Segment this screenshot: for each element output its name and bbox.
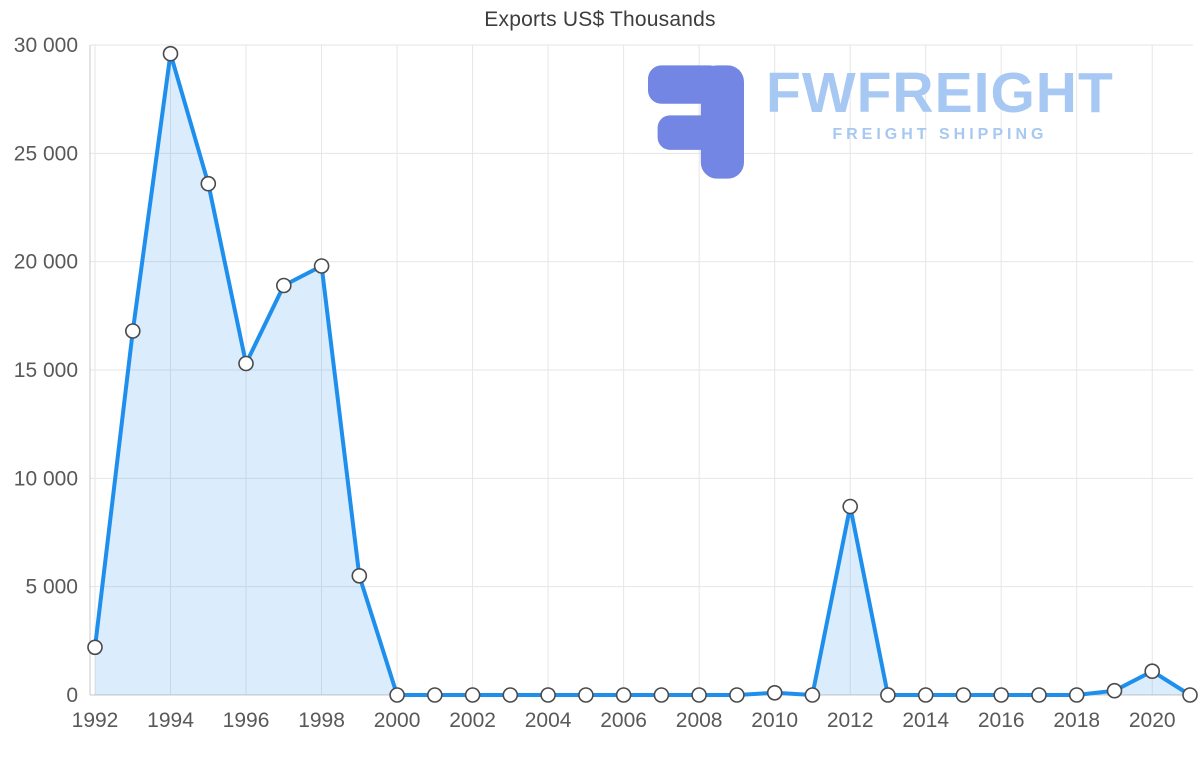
data-point-marker[interactable] [1144,663,1160,680]
data-point-marker[interactable] [804,687,821,703]
data-point-marker[interactable] [389,687,405,703]
data-point-marker[interactable] [653,687,670,703]
data-point-marker[interactable] [691,687,707,703]
y-axis-tick-label: 20 000 [14,251,78,274]
x-axis-tick-label: 2000 [374,709,421,732]
y-axis-tick-label: 25 000 [14,142,78,165]
data-point-marker[interactable] [842,498,859,515]
data-point-marker[interactable] [313,258,330,274]
chart-title: Exports US$ Thousands [484,8,716,31]
data-point-marker[interactable] [162,45,179,62]
data-point-marker[interactable] [955,687,972,703]
data-point-marker[interactable] [993,687,1010,703]
x-axis-tick-label: 2002 [449,709,496,732]
data-point-marker[interactable] [275,277,292,294]
x-axis-tick-label: 2010 [751,709,798,732]
data-point-marker[interactable] [87,639,103,656]
y-axis-tick-label: 5 000 [25,576,78,599]
data-point-marker[interactable] [238,355,254,372]
y-axis-tick-label: 30 000 [14,34,78,57]
x-axis-tick-label: 2018 [1053,709,1100,732]
data-point-marker[interactable] [766,684,783,701]
data-point-marker[interactable] [917,687,934,703]
data-point-marker[interactable] [880,687,896,703]
x-axis-tick-label: 2014 [902,709,949,732]
data-point-marker[interactable] [540,687,556,703]
x-axis-tick-label: 1994 [147,709,194,732]
y-axis-tick-label: 15 000 [14,359,78,382]
data-point-marker[interactable] [1182,687,1198,703]
data-point-marker[interactable] [200,175,217,192]
data-point-marker[interactable] [1106,682,1123,699]
data-point-marker[interactable] [578,687,594,703]
series-area-fill [95,53,1190,695]
data-point-marker[interactable] [1068,687,1085,703]
y-axis-tick-label: 10 000 [14,467,78,490]
x-axis-tick-label: 2012 [827,709,874,732]
data-point-marker[interactable] [351,567,368,584]
data-point-marker[interactable] [1031,687,1047,703]
x-axis-tick-label: 2016 [978,709,1025,732]
x-axis-tick-label: 2006 [600,709,647,732]
data-point-marker[interactable] [125,323,141,339]
data-point-marker[interactable] [615,687,632,703]
data-point-marker[interactable] [464,687,481,703]
x-axis-tick-label: 2004 [525,709,572,732]
x-axis-tick-label: 2008 [676,709,723,732]
x-axis-tick-label: 1998 [298,709,345,732]
x-axis-tick-label: 1992 [72,709,119,732]
data-point-marker[interactable] [426,687,443,703]
y-axis-tick-label: 0 [66,684,78,707]
data-point-marker[interactable] [729,687,745,703]
x-axis-tick-label: 2020 [1129,709,1176,732]
data-point-marker[interactable] [502,687,519,703]
x-axis-tick-label: 1996 [223,709,270,732]
